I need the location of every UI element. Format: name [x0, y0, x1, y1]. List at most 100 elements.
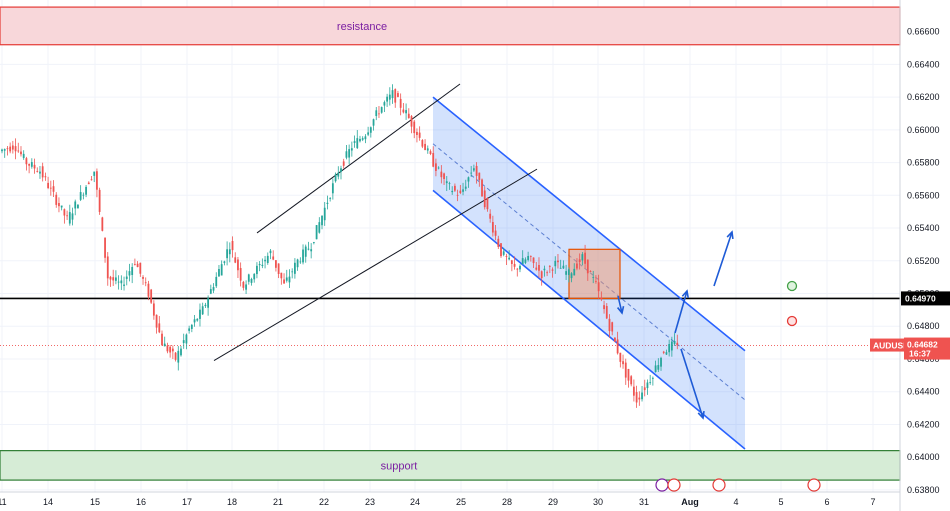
candle-body: [654, 365, 657, 373]
price-axis[interactable]: 0.66600 0.66400 0.66200 0.66000 0.65800 0.656…: [899, 0, 940, 511]
candle-body: [437, 167, 440, 169]
candle-body: [247, 274, 250, 282]
candle-body: [410, 116, 413, 127]
candle-body: [109, 276, 112, 280]
candle-body: [516, 268, 519, 270]
candle-body: [258, 263, 261, 266]
drawing-tools[interactable]: [0, 83, 900, 450]
candle-body: [74, 201, 77, 209]
candle-body: [632, 386, 635, 396]
event-flag-icon[interactable]: [667, 478, 681, 492]
candle-body: [589, 271, 592, 272]
candle-body: [302, 249, 304, 263]
candle-body: [264, 259, 266, 262]
candle-body: [307, 248, 310, 250]
candle-body: [329, 198, 332, 199]
rising-upper-line[interactable]: [256, 83, 461, 234]
breakdown-arrow[interactable]: [617, 295, 623, 314]
candle-body: [133, 264, 136, 265]
candle-body: [9, 146, 12, 152]
candle-body: [174, 352, 177, 360]
candle-body: [668, 344, 671, 353]
candle-body: [399, 98, 402, 108]
time-axis[interactable]: 11 14 15 16 17 18 21 22 23 24 25 28 29 30 31 Aug 4 5 6 7: [0, 478, 900, 507]
candle-body: [304, 246, 307, 257]
candle-body: [413, 121, 416, 134]
candle-body: [486, 198, 489, 210]
channel-upper-line[interactable]: [432, 96, 746, 352]
candle-body: [155, 314, 158, 328]
candle-body: [614, 337, 616, 342]
candle-body: [98, 189, 101, 212]
candle-body: [356, 138, 359, 149]
candle-body: [212, 287, 215, 291]
candle-body: [527, 255, 530, 261]
candle-body: [193, 319, 196, 323]
x-tick-label: 4: [733, 497, 738, 507]
green-circle-marker[interactable]: [786, 280, 798, 292]
candle-body: [483, 190, 486, 208]
candle-body: [380, 107, 383, 113]
candle-body: [142, 276, 144, 279]
down-projection-arrow[interactable]: [680, 348, 704, 419]
zones: resistance support: [0, 6, 901, 481]
bounce-arrow-head: [681, 289, 689, 299]
candle-body: [535, 267, 538, 270]
candle-body: [660, 357, 662, 367]
candle-body: [464, 186, 467, 189]
candle-body: [291, 271, 294, 273]
candle-body: [543, 268, 546, 271]
channel-lower-line[interactable]: [432, 189, 746, 450]
candle-body: [147, 283, 150, 297]
consolidation-box[interactable]: [568, 248, 621, 300]
candle-body: [245, 284, 247, 290]
x-tick-label: 5: [778, 497, 783, 507]
bounce-arrow[interactable]: [674, 290, 688, 334]
candle-body: [296, 259, 299, 268]
x-tick-label: 28: [502, 497, 512, 507]
candle-body: [218, 269, 220, 277]
candle-body: [586, 259, 589, 274]
candle-body: [310, 249, 313, 252]
candle-body: [557, 260, 559, 263]
y-tick-label: 0.65200: [907, 256, 940, 266]
candle-body: [33, 164, 36, 169]
candle-body: [104, 237, 106, 258]
candle-body: [481, 179, 483, 197]
candle-body: [519, 265, 521, 270]
event-flag-icon[interactable]: [712, 478, 726, 492]
candle-body: [432, 153, 435, 167]
candle-body: [334, 174, 337, 182]
up-projection-arrow[interactable]: [713, 231, 733, 287]
channel-mid-line[interactable]: [432, 143, 746, 401]
rising-lower-line[interactable]: [213, 168, 538, 362]
candle-body: [220, 264, 223, 276]
candle-body: [665, 352, 668, 355]
up-projection-arrow-head: [726, 230, 734, 240]
candle-body: [171, 348, 174, 352]
x-tick-label: 16: [136, 497, 146, 507]
candle-body: [288, 276, 291, 283]
candle-body: [101, 217, 104, 231]
resistance-label: resistance: [337, 21, 387, 33]
candle-body: [367, 132, 370, 135]
candle-body: [166, 345, 169, 352]
candle-body: [272, 256, 275, 260]
candle-body: [277, 263, 280, 274]
support-label: support: [381, 460, 418, 472]
candle-body: [106, 256, 109, 279]
candle-body: [182, 340, 185, 344]
candle-body: [600, 297, 603, 300]
candle-body: [331, 183, 334, 194]
event-flag-icon[interactable]: [807, 478, 821, 492]
candle-body: [448, 183, 451, 185]
grid-lines: [0, 0, 900, 492]
resistance-zone: [0, 6, 901, 46]
x-tick-label: 29: [548, 497, 558, 507]
event-flag-icon[interactable]: [655, 478, 669, 492]
candle-body: [562, 265, 565, 269]
candle-body: [52, 186, 55, 192]
candle-body: [454, 185, 456, 191]
red-circle-marker[interactable]: [786, 315, 798, 327]
